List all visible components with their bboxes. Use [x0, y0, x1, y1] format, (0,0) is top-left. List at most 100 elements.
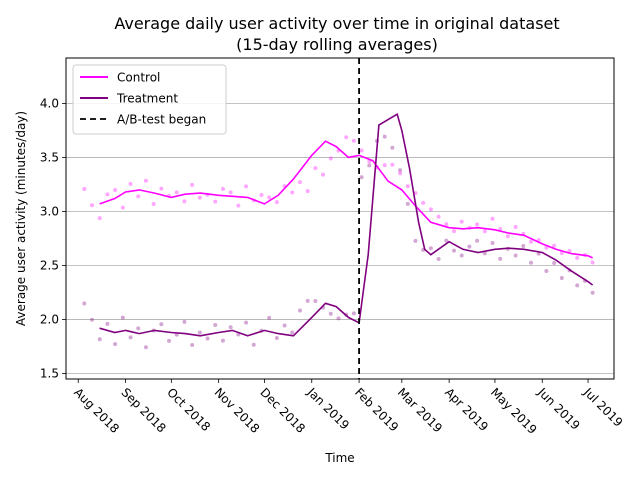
x-tick-label-0: Aug 2018 [71, 385, 122, 436]
legend: Control Treatment A/B-test began [72, 64, 227, 135]
scatter-point-treatment-39 [382, 134, 387, 139]
scatter-point-treatment-25 [274, 336, 279, 341]
y-tick-label-2: 2.5 [40, 259, 59, 273]
scatter-point-control-56 [513, 224, 518, 229]
scatter-point-control-44 [421, 200, 426, 205]
scatter-point-control-36 [359, 148, 364, 153]
scatter-point-treatment-0 [82, 301, 87, 306]
y-tick-label-3: 3.0 [40, 204, 59, 218]
scatter-point-treatment-6 [128, 335, 133, 340]
scatter-point-treatment-41 [398, 168, 403, 173]
scatter-point-control-41 [398, 171, 403, 176]
scatter-point-control-8 [143, 178, 148, 183]
y-tick-label-0: 1.5 [40, 367, 59, 381]
scatter-point-treatment-15 [197, 330, 202, 335]
x-tick-label-6: Feb 2019 [352, 385, 401, 434]
scatter-point-control-64 [575, 255, 580, 260]
scatter-point-treatment-64 [575, 283, 580, 288]
scatter-point-control-60 [544, 245, 549, 250]
y-tick-label-5: 4.0 [40, 96, 59, 110]
x-tick-label-3: Nov 2018 [212, 385, 263, 436]
scatter-point-treatment-53 [490, 241, 495, 246]
scatter-point-treatment-42 [405, 201, 410, 206]
x-tick-label-7: Mar 2019 [395, 385, 445, 435]
scatter-point-treatment-36 [359, 175, 364, 180]
scatter-point-treatment-19 [228, 325, 233, 330]
scatter-point-control-20 [236, 203, 241, 208]
scatter-point-control-46 [436, 214, 441, 219]
scatter-point-treatment-14 [190, 343, 195, 348]
scatter-point-treatment-1 [90, 317, 95, 322]
scatter-point-control-23 [259, 193, 264, 198]
y-axis-label: Average user activity (minutes/day) [14, 111, 28, 326]
scatter-point-control-25 [274, 200, 279, 205]
scatter-point-control-39 [382, 163, 387, 168]
scatter-point-treatment-26 [282, 323, 287, 328]
scatter-point-treatment-7 [136, 326, 141, 331]
scatter-point-control-62 [559, 251, 564, 256]
scatter-point-control-15 [197, 195, 202, 200]
scatter-point-control-4 [113, 188, 118, 193]
series-line-control [99, 140, 593, 259]
scatter-point-treatment-66 [590, 290, 595, 295]
scatter-point-treatment-3 [105, 321, 110, 326]
scatter-point-treatment-18 [220, 338, 225, 343]
scatter-point-treatment-40 [390, 145, 395, 150]
scatter-point-treatment-13 [182, 319, 187, 324]
scatter-point-control-51 [475, 222, 480, 227]
scatter-point-treatment-22 [251, 342, 256, 347]
scatter-point-control-14 [190, 182, 195, 187]
scatter-point-control-53 [490, 216, 495, 221]
x-tick-label-1: Sep 2018 [118, 385, 168, 435]
scatter-point-control-27 [290, 190, 295, 195]
scatter-point-control-32 [328, 156, 333, 161]
scatter-point-treatment-57 [521, 244, 526, 249]
x-tick-label-8: Apr 2019 [442, 385, 491, 434]
scatter-point-treatment-47 [444, 238, 449, 243]
y-tick-label-4: 3.5 [40, 150, 59, 164]
scatter-point-control-12 [174, 190, 179, 195]
scatter-point-control-58 [529, 239, 534, 244]
scatter-point-treatment-33 [336, 316, 341, 321]
scatter-point-control-13 [182, 199, 187, 204]
x-tick-label-11: Jul 2019 [580, 384, 625, 429]
scatter-point-treatment-16 [205, 336, 210, 341]
scatter-point-treatment-56 [513, 253, 518, 258]
scatter-point-treatment-43 [413, 238, 418, 243]
scatter-point-treatment-45 [428, 246, 433, 251]
scatter-point-treatment-2 [97, 337, 102, 342]
scatter-point-control-28 [297, 180, 302, 185]
scatter-point-control-34 [344, 135, 349, 140]
scatter-point-control-9 [151, 202, 156, 207]
scatter-point-control-10 [159, 186, 164, 191]
scatter-point-treatment-29 [305, 298, 310, 303]
scatter-point-control-5 [120, 205, 125, 210]
scatter-point-control-45 [428, 207, 433, 212]
scatter-point-treatment-46 [436, 256, 441, 261]
scatter-point-treatment-30 [313, 299, 318, 304]
scatter-point-control-40 [390, 162, 395, 167]
scatter-point-treatment-32 [328, 311, 333, 316]
x-tick-label-9: May 2019 [488, 385, 540, 437]
scatter-point-treatment-61 [552, 260, 557, 265]
scatter-point-treatment-60 [544, 268, 549, 273]
scatter-point-treatment-35 [351, 311, 356, 316]
scatter-point-control-3 [105, 192, 110, 197]
x-tick-label-4: Dec 2018 [257, 385, 308, 436]
scatter-point-treatment-49 [459, 253, 464, 258]
x-tick-label-10: Jun 2019 [534, 384, 582, 432]
scatter-point-control-55 [505, 234, 510, 239]
scatter-point-treatment-48 [451, 248, 456, 253]
y-axis: 1.5 2.0 2.5 3.0 3.5 4.0 [40, 96, 66, 381]
scatter-point-control-30 [313, 166, 318, 171]
scatter-point-treatment-8 [143, 345, 148, 350]
scatter-point-treatment-62 [559, 275, 564, 280]
scatter-point-treatment-4 [113, 342, 118, 347]
scatter-point-control-6 [128, 181, 133, 186]
series-lines [99, 112, 594, 337]
scatter-point-treatment-58 [529, 260, 534, 265]
scatter-point-control-29 [305, 189, 310, 194]
scatter-point-treatment-11 [167, 338, 172, 343]
scatter-point-control-47 [444, 222, 449, 227]
